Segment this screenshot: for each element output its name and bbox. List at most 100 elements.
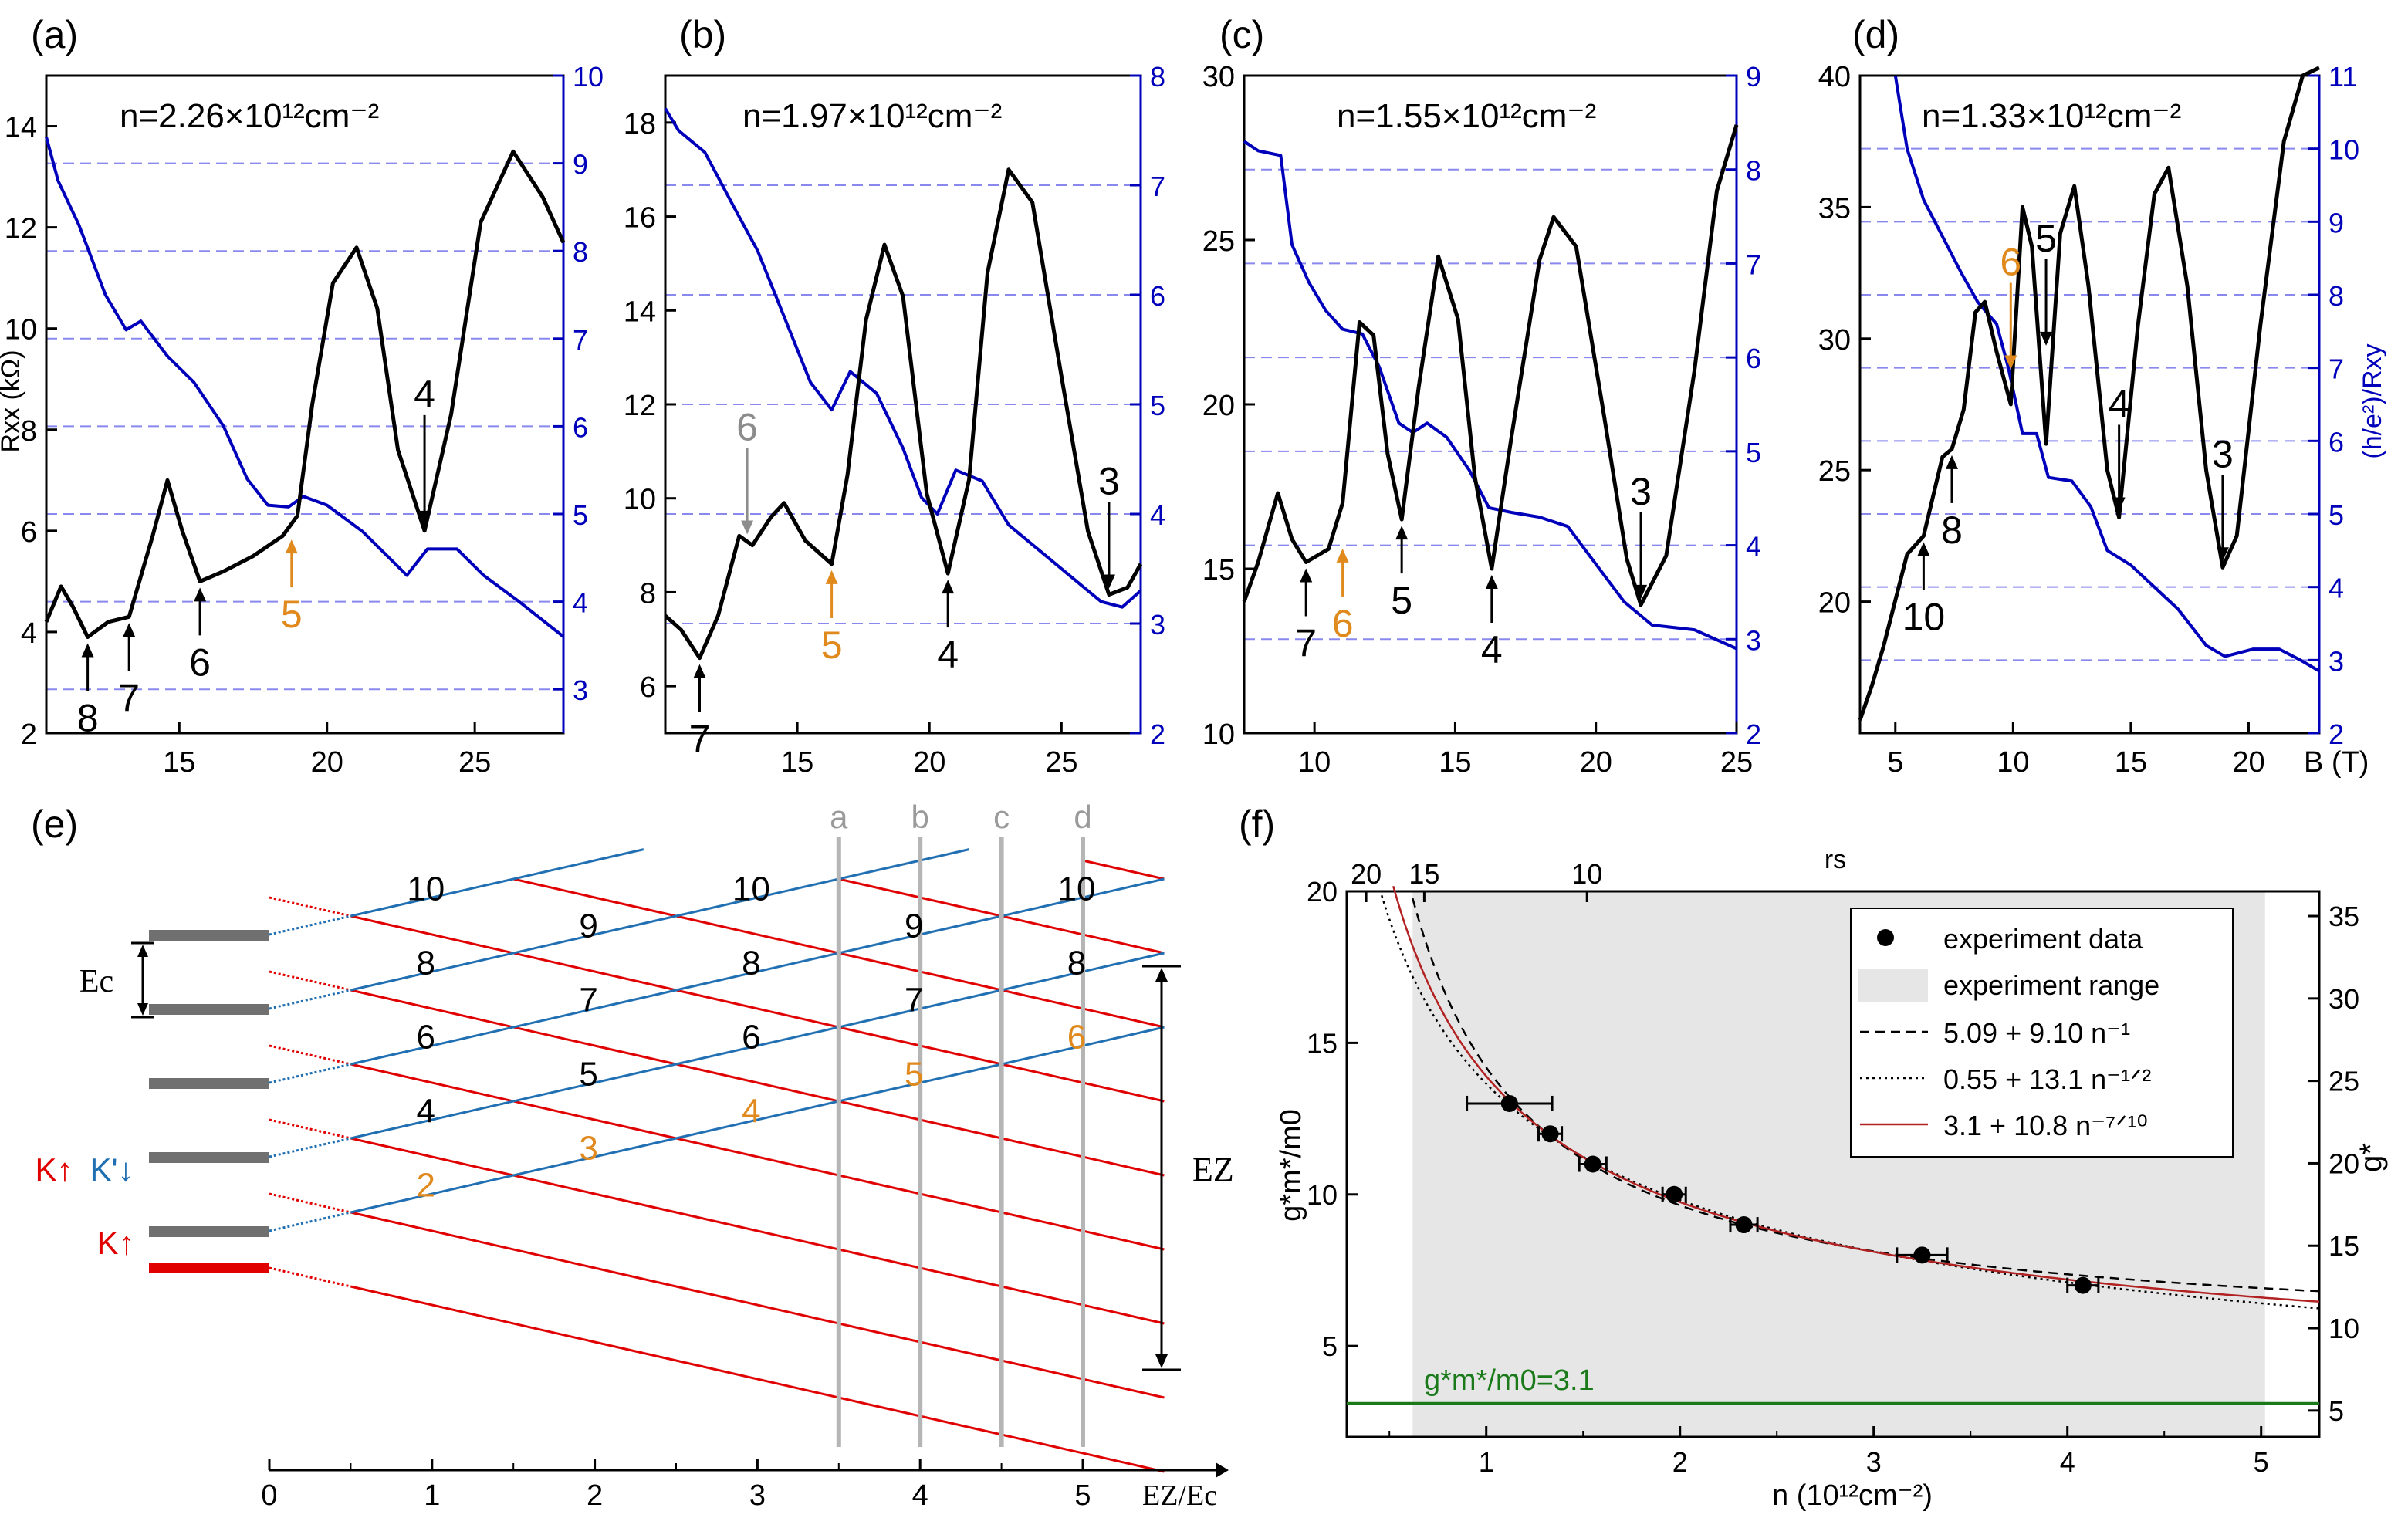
panel-f-xtick-label: 4 [2060,1446,2075,1478]
panel-e-xtick-label: 5 [1074,1479,1091,1512]
panel-c-annotation-label: 3 [1630,470,1652,513]
panel-e-ez-arrowhead [1155,1354,1168,1368]
panel-c-annotation-label: 6 [1332,602,1354,645]
panel-e-blue-line [350,848,644,918]
panel-e-blue-line [350,1026,1165,1214]
panel-a-ytick-right-label: 6 [573,411,588,443]
panel-d-xtick-label: 5 [1887,746,1903,779]
panel-f-ytick-label: 10 [1307,1179,1338,1211]
panel-f-top-tick-label: 20 [1351,858,1382,890]
panel-c-xtick-label: 20 [1580,746,1612,779]
panel-b-xtick-label: 20 [913,746,945,779]
panel-a-annotation-arrowhead [81,643,94,658]
panel-d-rxx-curve [1858,66,2321,721]
panel-e-filling-number: 5 [905,1056,923,1094]
panel-d-ytick-right-label: 11 [2329,61,2357,93]
panel-b-ytick-left-label: 6 [640,671,656,704]
panel-a-label: (a) [31,13,78,56]
panel-b-ytick-left-label: 18 [624,108,656,140]
panel-e-ec-arrowhead [137,1003,148,1016]
panel-f-data-point [1735,1216,1753,1234]
panel-e-filling-number: 8 [417,945,435,982]
panel-f-ytick-right-label: 25 [2329,1066,2359,1097]
panel-d-annotation-arrowhead [2004,355,2017,370]
panel-b-annotation-arrowhead [741,520,754,535]
panel-e-landau-level [149,1226,269,1237]
panel-f-label: (f) [1239,803,1275,846]
panel-e-marker-label: b [911,799,929,835]
panel-e-k-up-level [149,1263,269,1273]
panel-d-annotation-label: 3 [2212,432,2234,475]
panel-c-annotation-arrowhead [1336,548,1349,563]
panel-c-rxx-curve [1242,124,1739,607]
panel-e-xtick-label: 3 [749,1479,766,1512]
panel-f-top-tick-label: 10 [1571,858,1602,890]
panel-f-data-point [1913,1246,1931,1264]
panel-a-ytick-right-label: 9 [573,149,588,181]
panel-d-xtick-label: 10 [1997,746,2029,779]
panel-c-ytick-right-label: 7 [1746,248,1761,280]
panel-e-landau-level [149,1004,269,1015]
panel-f-data-point [1541,1125,1559,1143]
panel-b-annotation-arrowhead [693,664,706,678]
panel-c-rxy-curve [1243,140,1737,651]
panel-e-filling-number: 9 [905,908,923,945]
panel-d-label: (d) [1852,13,1899,56]
panel-c-annotation-label: 4 [1481,628,1503,671]
panel-b-rxx-curve [664,167,1143,661]
panel-f-data-point [1500,1094,1518,1112]
panel-e-red-line [350,1211,1165,1399]
panel-e-xlabel: EZ/Ec [1142,1479,1217,1512]
panel-f-xtick-label: 3 [1866,1446,1882,1478]
panel-f-data-point [1666,1185,1683,1203]
panel-d-annotation-arrowhead [2112,497,2126,512]
panel-f-hline-label: g*m*/m0=3.1 [1424,1364,1595,1397]
panel-e-red-dotted [269,1118,351,1140]
panel-f-ytick-right-label: 35 [2329,901,2359,932]
panel-d-ytick-right-label: 8 [2329,280,2344,312]
panel-a-ytick-left-label: 6 [21,516,37,549]
panel-a-annotation-arrowhead [285,539,298,554]
panel-b-annotation-label: 6 [736,405,758,448]
panel-e-filling-number: 7 [579,982,597,1019]
xlabel-b: B (T) [2304,746,2369,779]
panel-e-filling-number: 2 [417,1167,435,1205]
panel-d-annotation-label: 4 [2109,383,2130,426]
panel-e-xtick-label: 0 [261,1479,277,1512]
panel-a-ytick-left-label: 8 [21,415,37,448]
panel-e-label: (e) [31,803,78,846]
panel-e-landau-level [149,1152,269,1163]
panel-b-ytick-left-label: 10 [624,484,656,516]
panel-c-annotation-arrowhead [1485,575,1498,589]
panel-c-title: n=1.55×10¹²cm⁻² [1337,97,1596,135]
panel-e-red-dotted [269,1044,351,1066]
panel-f-ytick-label: 20 [1307,876,1338,908]
panel-c-ytick-right-label: 2 [1746,718,1761,750]
panel-a-ytick-left-label: 14 [5,112,37,144]
panel-e-filling-number: 10 [1058,870,1096,908]
panel-a-ytick-left-label: 10 [5,314,37,347]
panel-f-legend-data-label: experiment data [1943,923,2143,955]
panel-e-filling-number: 9 [579,908,597,945]
panel-e-blue-dotted [269,1211,351,1232]
panel-d-annotation-arrowhead [1946,455,1958,469]
panel-b-ytick-left-label: 16 [624,202,656,235]
ylabel-rxy: (h/e²)/Rxy [2358,343,2387,458]
panel-b-annotation-arrowhead [1102,574,1115,589]
panel-b-annotation-label: 7 [689,718,711,761]
panel-b-annotation-label: 3 [1098,459,1120,502]
panel-b-xtick-label: 15 [781,746,813,779]
panel-e-ez-arrowhead [1155,968,1168,982]
panel-d-xtick-label: 15 [2115,746,2147,779]
panel-e-red-dotted [269,896,351,918]
panel-a-annotation-label: 5 [281,593,303,636]
panel-b-ytick-right-label: 6 [1150,280,1165,312]
panel-a-ytick-left-label: 12 [5,213,37,245]
panel-b-ytick-left-label: 14 [624,296,656,328]
panel-b-ytick-right-label: 3 [1150,609,1165,641]
panel-c-ytick-left-label: 15 [1202,554,1235,587]
panel-f-legend-fit-label: 3.1 + 10.8 n⁻⁷ᐟ¹⁰ [1943,1110,2148,1141]
panel-e-filling-number: 6 [417,1019,435,1056]
panel-f-xtick-label: 5 [2254,1446,2269,1478]
